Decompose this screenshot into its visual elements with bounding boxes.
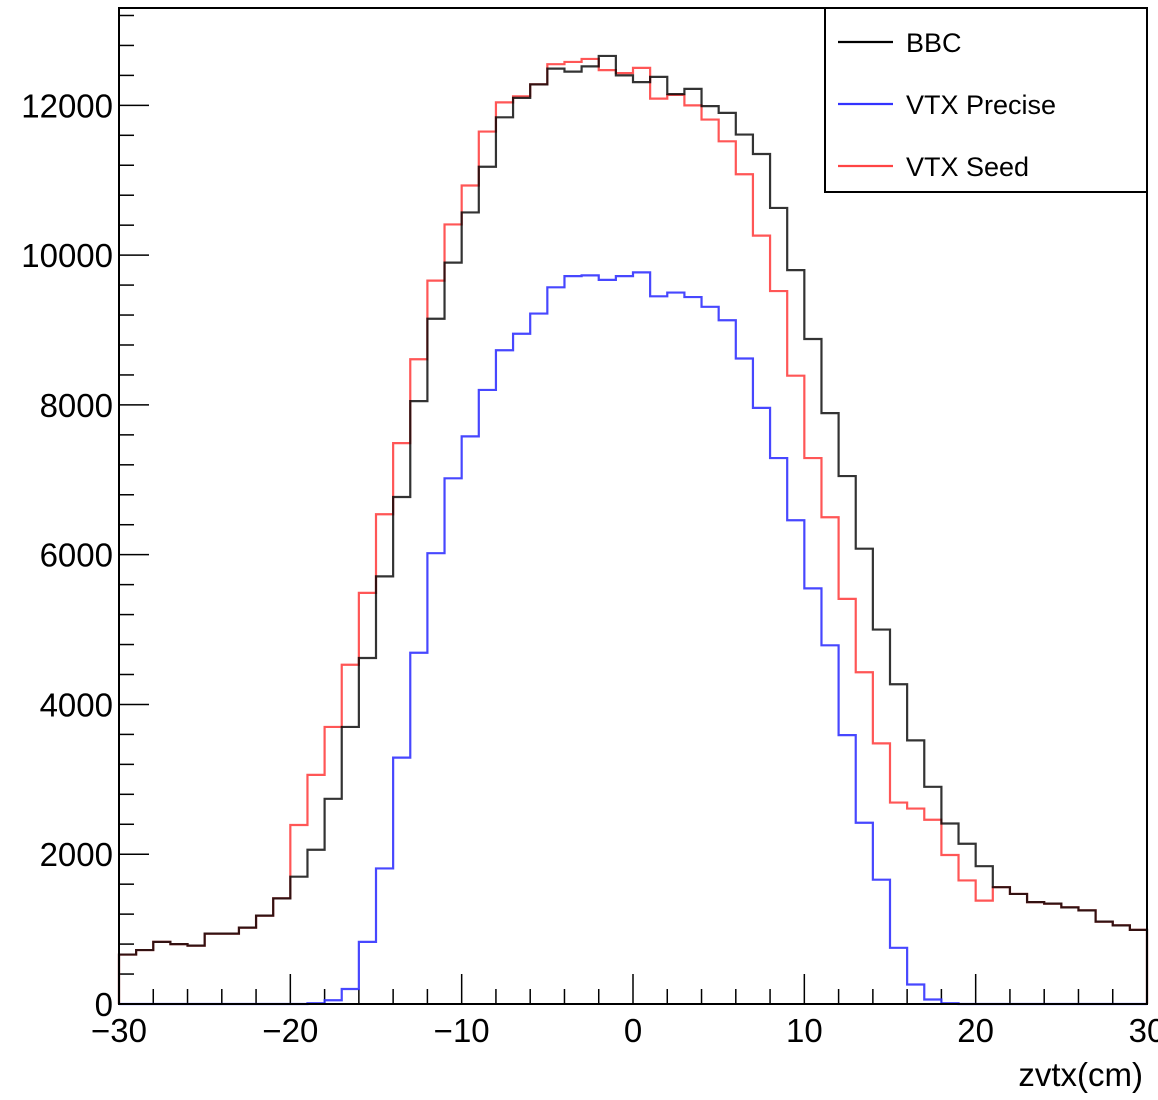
y-tick-label: 2000 [40, 836, 113, 873]
legend-label: VTX Precise [906, 90, 1056, 120]
legend-label: VTX Seed [906, 152, 1029, 182]
tick-label-layer: −30 −20 −10 0 10 20 30 0 2000 4000 6000 8000 10000 12… [21, 87, 1158, 1049]
y-tick-label: 8000 [40, 387, 113, 424]
x-tick-label: 0 [624, 1012, 642, 1049]
series-vtx-seed-line [117, 57, 1149, 1004]
plot-frame [118, 7, 1148, 1005]
x-tick-label: −30 [91, 1012, 147, 1049]
x-tick-label: −20 [262, 1012, 318, 1049]
legend: BBC VTX Precise VTX Seed [824, 7, 1148, 193]
y-tick-label: 6000 [40, 537, 113, 574]
legend-label: BBC [906, 28, 962, 58]
x-tick-label: 10 [786, 1012, 823, 1049]
legend-box [824, 7, 1148, 193]
y-tick-label: 4000 [40, 686, 113, 723]
x-tick-label: −10 [434, 1012, 490, 1049]
x-tick-label: 20 [957, 1012, 994, 1049]
x-tick-label: 30 [1129, 1012, 1158, 1049]
x-axis-title: zvtx(cm) [1018, 1056, 1143, 1093]
y-tick-label: 12000 [21, 87, 113, 124]
series-vtx-precise-line [119, 271, 1147, 1006]
series-layer [117, 54, 1149, 1006]
y-tick-label: 10000 [21, 237, 113, 274]
y-tick-label: 0 [95, 986, 113, 1023]
series-bbc-line [117, 54, 1149, 1004]
tick-layer [118, 14, 1148, 1005]
